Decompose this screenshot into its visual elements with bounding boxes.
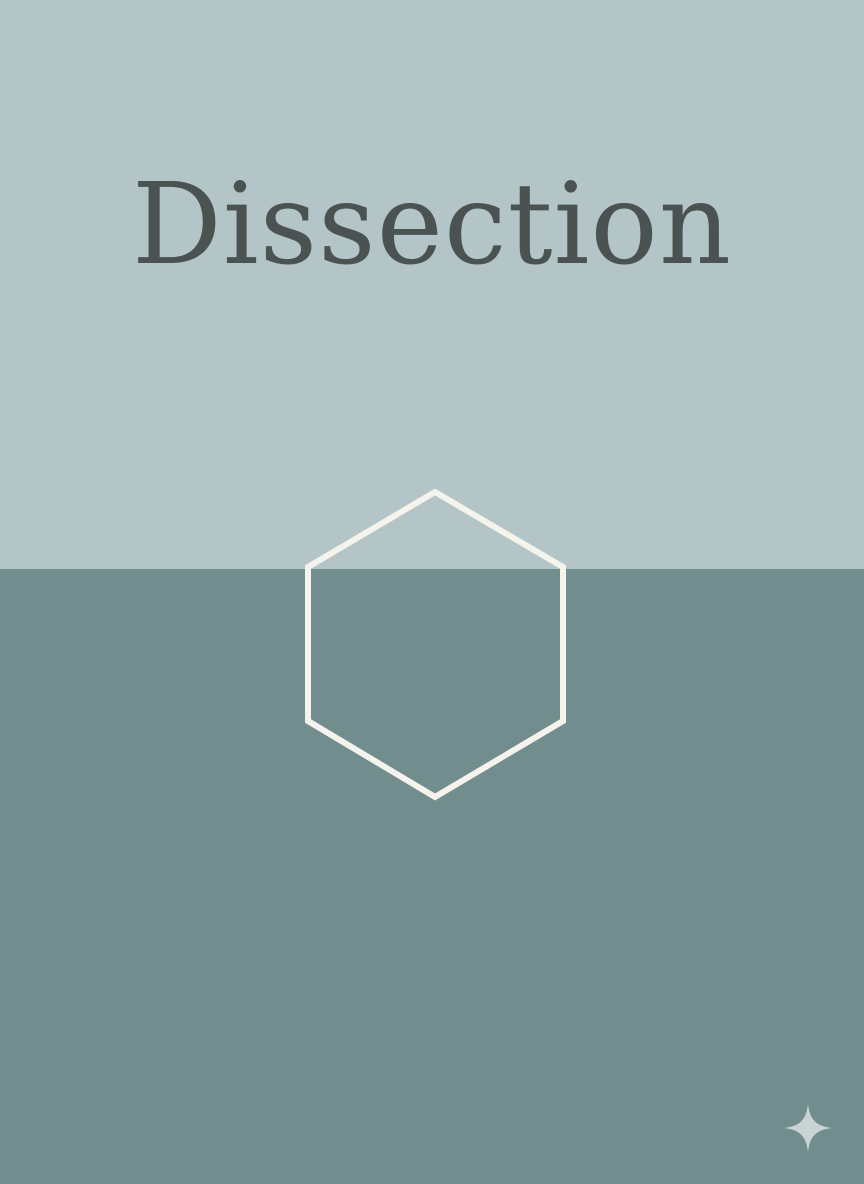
sparkle-icon <box>784 1104 832 1152</box>
poster-title: Dissection <box>132 160 732 290</box>
top-band <box>0 0 864 569</box>
sparkle-shape <box>784 1104 832 1152</box>
bottom-band <box>0 569 864 1184</box>
